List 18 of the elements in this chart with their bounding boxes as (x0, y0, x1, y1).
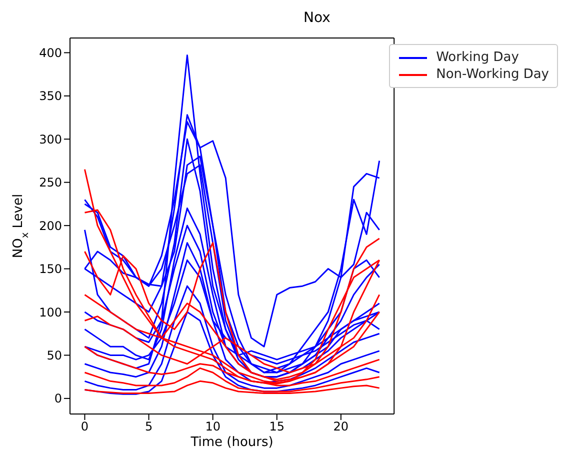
chart-title: Nox (302, 10, 332, 26)
y-tick-label: 0 (54, 392, 62, 406)
legend-label: Non-Working Day (436, 67, 549, 82)
x-tick-label: 10 (205, 420, 220, 434)
y-tick-label: 350 (39, 89, 62, 104)
y-tick-label: 250 (39, 176, 62, 190)
x-tick-label: 0 (80, 420, 89, 434)
y-tick-label: 200 (39, 218, 62, 233)
y-tick-label: 150 (39, 262, 62, 276)
x-tick-label: 20 (333, 420, 349, 434)
x-tick-label: 5 (144, 420, 153, 434)
y-tick-label: 100 (39, 305, 62, 320)
x-axis-title: Time (hours) (190, 435, 274, 450)
x-tick-label: 15 (269, 420, 285, 434)
y-tick-label: 300 (39, 132, 62, 146)
y-tick-label: 50 (46, 348, 62, 362)
y-tick-label: 400 (39, 46, 62, 60)
legend-label: Working Day (436, 50, 519, 65)
